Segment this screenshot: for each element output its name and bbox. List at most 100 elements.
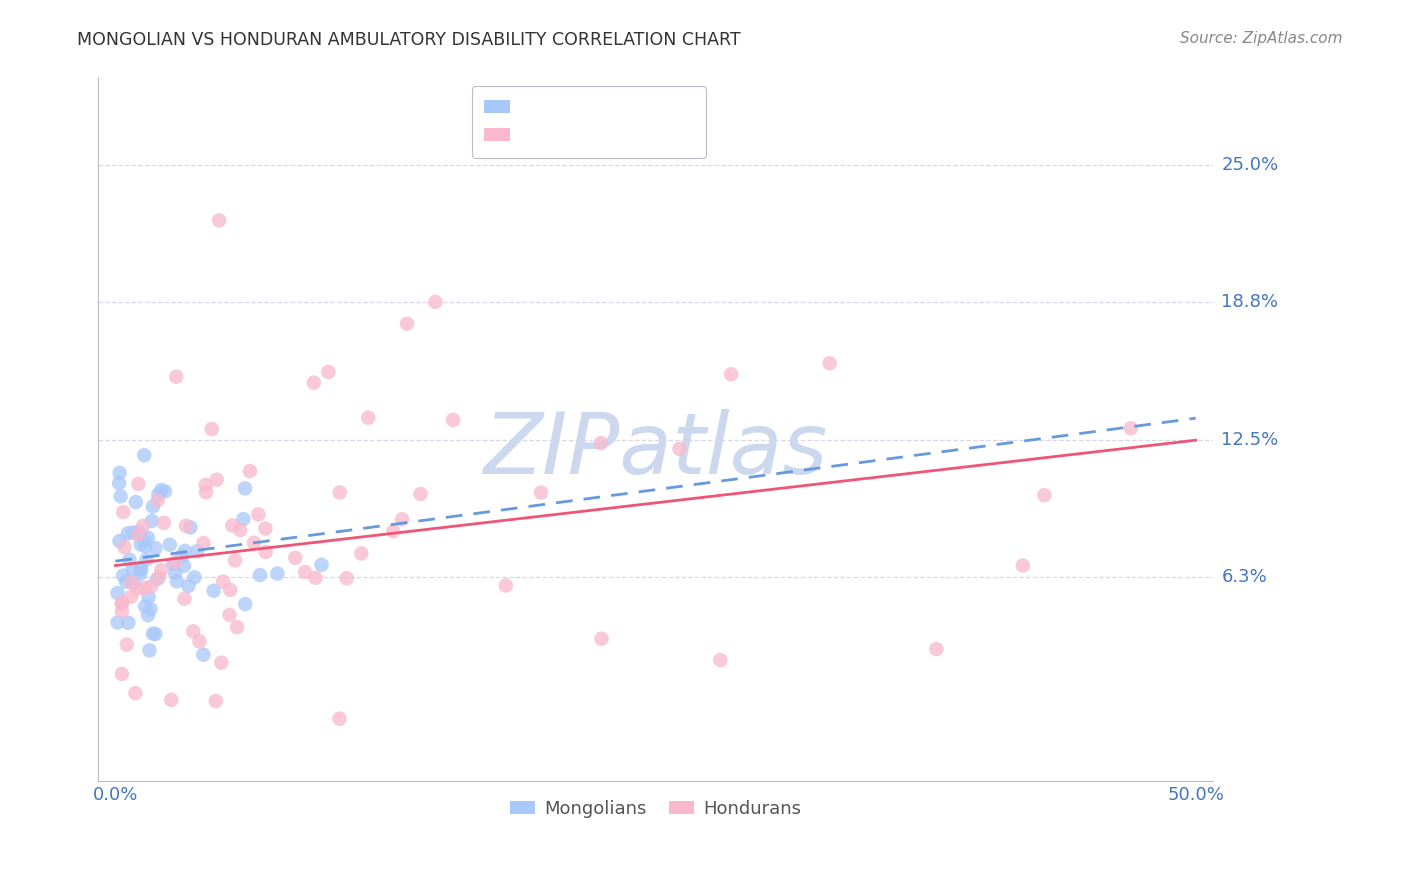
Point bbox=[165, 369, 187, 384]
Point bbox=[530, 485, 553, 500]
Point bbox=[145, 627, 167, 641]
Point bbox=[181, 624, 204, 639]
Point bbox=[212, 574, 235, 589]
Point bbox=[131, 562, 153, 576]
Point bbox=[165, 566, 187, 580]
Point bbox=[709, 653, 731, 667]
Point bbox=[357, 410, 380, 425]
Point bbox=[233, 597, 256, 611]
Point bbox=[495, 578, 517, 592]
Point bbox=[150, 563, 173, 577]
Point bbox=[925, 642, 948, 657]
Point bbox=[134, 448, 156, 462]
Point bbox=[239, 464, 262, 478]
Point bbox=[145, 541, 167, 555]
Point bbox=[195, 485, 218, 500]
Point bbox=[115, 638, 138, 652]
Point bbox=[111, 604, 134, 618]
Point bbox=[112, 568, 135, 582]
Text: MONGOLIAN VS HONDURAN AMBULATORY DISABILITY CORRELATION CHART: MONGOLIAN VS HONDURAN AMBULATORY DISABIL… bbox=[77, 31, 741, 49]
Point bbox=[382, 524, 405, 539]
Point bbox=[162, 557, 184, 571]
Point bbox=[138, 590, 160, 604]
Point bbox=[350, 546, 373, 560]
Point bbox=[128, 524, 150, 539]
Text: 12.5%: 12.5% bbox=[1222, 431, 1278, 450]
Text: 0.123: 0.123 bbox=[516, 105, 574, 124]
Point bbox=[218, 607, 240, 622]
Point bbox=[233, 481, 256, 495]
Point bbox=[202, 583, 225, 598]
Point bbox=[179, 520, 201, 534]
Point bbox=[121, 575, 143, 590]
Point bbox=[194, 478, 217, 492]
Point bbox=[134, 599, 156, 614]
Point bbox=[266, 566, 288, 581]
Point bbox=[589, 436, 612, 450]
Point bbox=[120, 590, 142, 604]
Point bbox=[129, 561, 152, 575]
Point bbox=[304, 571, 326, 585]
Point bbox=[111, 597, 134, 611]
Point bbox=[302, 376, 325, 390]
Point bbox=[208, 213, 231, 227]
Point bbox=[153, 484, 176, 499]
Point bbox=[328, 712, 350, 726]
Text: N =: N = bbox=[572, 105, 612, 124]
Point bbox=[249, 568, 271, 582]
Point bbox=[284, 550, 307, 565]
Point bbox=[107, 586, 129, 600]
Text: 58: 58 bbox=[603, 105, 628, 124]
Point bbox=[142, 500, 165, 514]
Point bbox=[173, 544, 195, 558]
Point bbox=[318, 365, 340, 379]
Point bbox=[136, 531, 159, 545]
Text: 75: 75 bbox=[603, 136, 628, 154]
Text: 0.235: 0.235 bbox=[516, 136, 574, 154]
Point bbox=[174, 519, 197, 533]
Point bbox=[107, 615, 129, 630]
Point bbox=[201, 422, 224, 436]
Point bbox=[121, 525, 143, 540]
Point bbox=[1011, 558, 1033, 573]
Point bbox=[132, 519, 155, 533]
Point bbox=[136, 608, 159, 623]
Point bbox=[254, 521, 277, 535]
Point bbox=[425, 294, 447, 309]
Point bbox=[148, 487, 170, 501]
Point bbox=[193, 536, 215, 550]
Point bbox=[311, 558, 333, 572]
Point bbox=[121, 562, 143, 576]
Point bbox=[141, 514, 163, 528]
Point bbox=[142, 626, 165, 640]
Point bbox=[125, 495, 148, 509]
Point bbox=[204, 694, 226, 708]
Point bbox=[111, 667, 134, 681]
Text: N =: N = bbox=[572, 136, 612, 154]
Point bbox=[254, 545, 277, 559]
Point bbox=[668, 442, 690, 456]
Point bbox=[129, 567, 152, 582]
Text: Source: ZipAtlas.com: Source: ZipAtlas.com bbox=[1180, 31, 1343, 46]
Point bbox=[134, 540, 156, 554]
Point bbox=[229, 523, 252, 537]
Point bbox=[441, 413, 464, 427]
Point bbox=[148, 571, 170, 585]
Point bbox=[117, 526, 139, 541]
Point bbox=[146, 493, 169, 508]
Text: 6.3%: 6.3% bbox=[1222, 567, 1267, 585]
Point bbox=[173, 591, 195, 606]
Point bbox=[112, 505, 135, 519]
Point bbox=[183, 570, 205, 584]
Point bbox=[150, 483, 173, 497]
Point bbox=[294, 565, 316, 579]
Point bbox=[221, 518, 243, 533]
Point bbox=[818, 356, 841, 370]
Point bbox=[146, 572, 169, 586]
Point bbox=[329, 485, 352, 500]
Point bbox=[139, 579, 162, 593]
Point bbox=[193, 648, 215, 662]
Legend: Mongolians, Hondurans: Mongolians, Hondurans bbox=[503, 792, 808, 825]
Point bbox=[1119, 421, 1142, 435]
Point bbox=[177, 579, 200, 593]
